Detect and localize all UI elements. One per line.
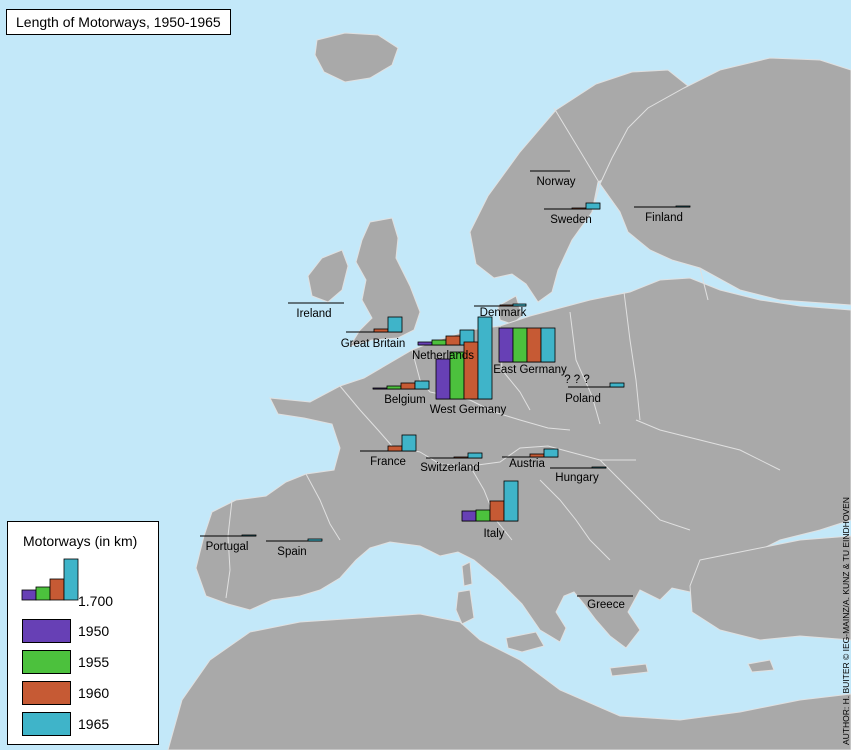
bar-austria-1965: [543, 448, 559, 458]
legend-swatch-1950: [22, 619, 71, 643]
bar-west-germany-1965: [477, 316, 493, 400]
bar-denmark-1965: [512, 303, 527, 307]
legend-swatch-1965: [22, 712, 71, 736]
legend-scale-bar-1960: [49, 578, 65, 601]
note-poland: ? ? ?: [564, 374, 590, 386]
legend-swatch-1960: [22, 681, 71, 705]
legend-year-1950: 1950: [78, 623, 110, 639]
country-label-spain: Spain: [277, 546, 306, 558]
country-labels: Norway Sweden Finland Ireland Denmark Great B…: [206, 176, 683, 611]
bar-spain-1965: [307, 538, 323, 542]
corsica-landmass: [461, 561, 473, 587]
crete-landmass: [609, 663, 649, 677]
bar-east-germany-1965: [540, 327, 556, 363]
country-label-portugal: Portugal: [206, 541, 249, 553]
continental-europe-landmass: [195, 277, 851, 649]
legend-scale-bar-1965: [63, 558, 79, 601]
legend-swatch-1955: [22, 650, 71, 674]
bar-switzerland-1965: [467, 452, 483, 459]
bar-belgium-1960: [400, 382, 416, 390]
country-label-hungary: Hungary: [555, 472, 599, 484]
bar-austria-1960: [529, 453, 545, 458]
bar-italy-1965: [503, 480, 519, 522]
iceland-landmass: [314, 32, 399, 83]
bar-france-1960: [387, 445, 403, 452]
legend-scale-label: 1.700: [78, 593, 114, 609]
country-borders: [225, 107, 781, 599]
legend-year-1960: 1960: [78, 685, 110, 701]
country-label-denmark: Denmark: [480, 307, 527, 319]
country-label-finland: Finland: [645, 212, 683, 224]
legend-scale-bar-1950: [21, 589, 37, 601]
country-label-norway: Norway: [537, 176, 576, 188]
bar-hungary-1965: [591, 466, 607, 469]
country-label-sweden: Sweden: [550, 214, 592, 226]
bar-east-germany-1955: [512, 327, 528, 363]
bar-netherlands-1960: [445, 335, 461, 346]
country-label-west-germany: West Germany: [430, 404, 507, 416]
legend-scale-bar-1955: [35, 586, 51, 601]
bar-belgium-1955: [386, 385, 402, 390]
motorway-bars: [200, 170, 691, 597]
map-title: Length of Motorways, 1950-1965: [6, 9, 231, 35]
author-credit: AUTHOR: H. BUITER © IEG-MAINZ/A. KUNZ & …: [841, 497, 851, 745]
north-africa-landmass: [167, 613, 851, 750]
bar-west-germany-1950: [435, 358, 451, 400]
bar-poland-1965: [609, 382, 625, 388]
bar-netherlands-1955: [431, 339, 447, 346]
country-label-netherlands: Netherlands: [412, 350, 474, 362]
country-label-italy: Italy: [483, 528, 504, 540]
bar-belgium-1950: [372, 387, 388, 390]
country-label-ireland: Ireland: [296, 308, 331, 320]
bar-italy-1960: [489, 500, 505, 522]
bar-italy-1950: [461, 510, 477, 522]
country-label-great-britain: Great Britain: [341, 338, 406, 350]
bar-netherlands-1950: [417, 341, 433, 346]
country-label-belgium: Belgium: [384, 394, 426, 406]
bar-finland-1965: [675, 205, 691, 208]
ireland-landmass: [307, 249, 349, 303]
legend-scale-graphic: [21, 558, 79, 601]
anatolia-landmass: [689, 535, 851, 641]
bar-belgium-1965: [414, 380, 430, 390]
bar-switzerland-1960: [453, 456, 469, 459]
country-label-france: France: [370, 456, 406, 468]
bar-great-britain-1965: [387, 316, 403, 333]
bar-sweden-1960: [571, 207, 587, 210]
great-britain-landmass: [348, 217, 421, 347]
country-label-switzerland: Switzerland: [420, 462, 479, 474]
legend-year-1965: 1965: [78, 716, 110, 732]
sicily-landmass: [505, 631, 545, 653]
bar-east-germany-1950: [498, 327, 514, 363]
legend: Motorways (in km) 1.700 1950 1955 1960 1…: [7, 521, 159, 745]
bar-portugal-1965: [241, 534, 257, 537]
finland-russia-landmass: [599, 57, 851, 306]
bar-east-germany-1960: [526, 327, 542, 363]
country-label-greece: Greece: [587, 599, 625, 611]
country-label-poland: Poland: [565, 393, 601, 405]
legend-title: Motorways (in km): [23, 533, 138, 549]
legend-year-1955: 1955: [78, 654, 110, 670]
bar-denmark-1960: [499, 304, 514, 307]
bar-sweden-1965: [585, 202, 601, 210]
country-label-east-germany: East Germany: [493, 364, 567, 376]
bar-italy-1955: [475, 509, 491, 522]
country-label-austria: Austria: [509, 458, 545, 470]
cyprus-landmass: [747, 659, 775, 673]
bar-france-1965: [401, 434, 417, 452]
sardinia-landmass: [455, 589, 475, 625]
bar-great-britain-1960: [373, 328, 389, 333]
